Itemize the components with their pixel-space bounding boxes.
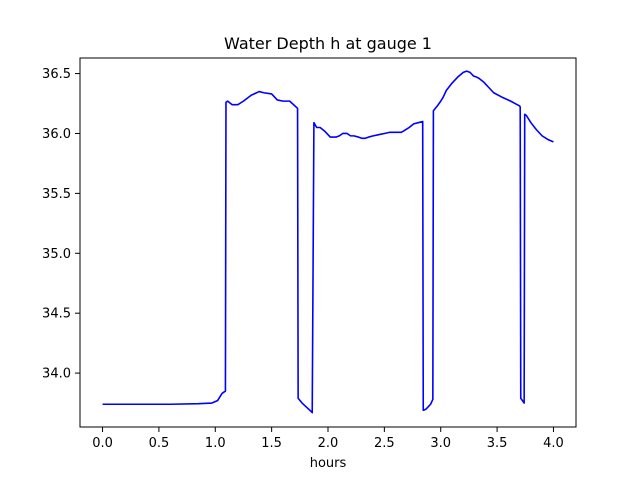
x-tick-label: 0.0 <box>92 436 113 451</box>
y-tick-label: 35.5 <box>42 187 71 202</box>
y-tick-label: 36.5 <box>42 67 71 82</box>
chart-title: Water Depth h at gauge 1 <box>224 34 432 53</box>
y-tick-label: 34.5 <box>42 307 71 322</box>
x-tick-label: 3.0 <box>430 436 451 451</box>
y-tick-label: 36.0 <box>42 127 71 142</box>
x-tick-label: 2.5 <box>374 436 395 451</box>
x-tick-label: 2.0 <box>318 436 339 451</box>
x-axis-label: hours <box>310 456 347 471</box>
plot-area <box>102 70 554 414</box>
x-tick-label: 3.5 <box>487 436 508 451</box>
y-tick-label: 34.0 <box>42 367 71 382</box>
x-tick-label: 1.0 <box>205 436 226 451</box>
x-tick-label: 1.5 <box>261 436 282 451</box>
x-tick-label: 4.0 <box>543 436 564 451</box>
y-tick-label: 35.0 <box>42 247 71 262</box>
series-line-1 <box>102 70 554 414</box>
x-tick-label: 0.5 <box>149 436 170 451</box>
